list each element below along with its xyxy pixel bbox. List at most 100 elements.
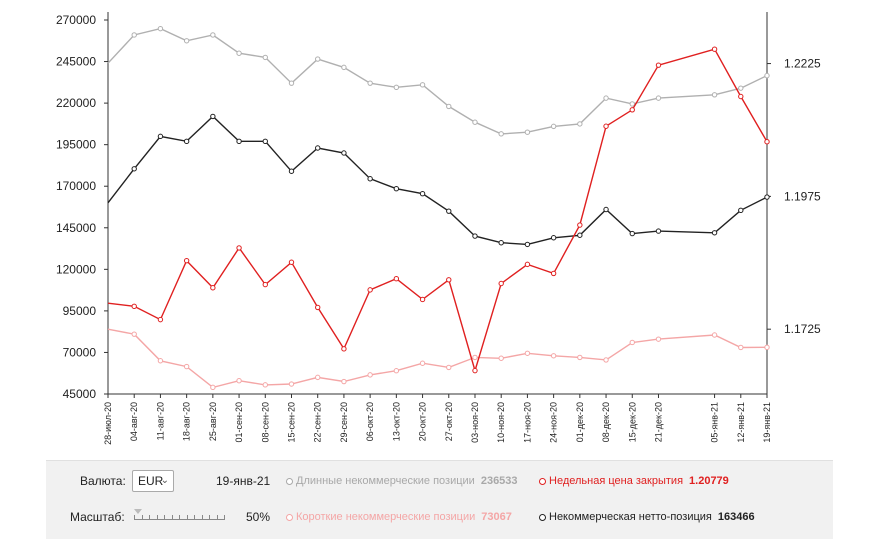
legend-net-marker-icon [539,513,546,521]
series-point [738,93,744,100]
series-point [131,303,137,310]
legend-short-marker-icon [286,513,293,521]
left-y-axis: 270000 245000 220000 195000 170000 145000 1200… [56,13,108,401]
currency-value: EUR [138,474,164,488]
series-point [419,191,426,197]
series-point [738,85,744,91]
left-y-tick-label: 270000 [56,13,96,27]
series-point [131,166,137,172]
series-point [341,150,347,156]
series-point [446,103,452,110]
right-y-tick-label: 1.1975 [784,189,821,203]
series-point [472,354,478,361]
scale-slider-tick [156,515,158,520]
series-point [262,281,268,288]
right-y-tick-label: 1.2225 [784,57,821,71]
right-y-tick-label: 1.1725 [784,322,821,336]
series-point [711,332,718,338]
series-point [183,363,190,370]
series-point [157,316,164,323]
series-point [210,285,216,291]
date-label: 19-янв-21 [216,474,271,488]
series-point [577,121,583,127]
series-point [629,101,635,107]
series-1 [107,113,770,248]
series-point [262,54,268,61]
series-point [711,230,718,236]
series-point [210,32,216,38]
legend-long-label: Длинные некоммерческие позиции [296,475,475,487]
series-point [183,38,190,44]
x-tick-label: 17-ноя-20 [522,402,532,443]
series-line [107,328,768,389]
legend-net-label: Некоммерческая нетто-позиция [549,511,712,523]
series-point [367,80,373,86]
legend-close-marker-icon [539,477,546,485]
series-point [236,378,242,384]
series-point [524,261,531,268]
series-point [341,378,347,385]
legend-long-marker-icon [286,477,293,485]
scale-slider-tick [164,515,165,520]
series-point [183,257,190,264]
right-y-axis: 1.2225 1.1975 1.1725 [767,57,821,336]
left-y-tick-label: 45000 [63,387,97,401]
series-point [341,64,347,71]
x-tick-label: 29-сен-20 [339,402,349,443]
left-y-tick-label: 195000 [56,138,96,152]
x-tick-label: 15-дек-20 [627,402,637,442]
scale-slider-tick [201,515,203,520]
series-point [183,138,190,145]
left-y-tick-label: 145000 [56,221,96,235]
left-y-tick-label: 245000 [56,55,96,69]
x-tick-label: 28-июл-20 [103,402,113,445]
series-point [498,280,504,287]
scale-slider-tick [224,515,225,520]
scale-slider-thumb[interactable] [134,509,142,514]
x-tick-label: 27-окт-20 [444,402,454,441]
scale-slider-tick [134,515,135,520]
series-point [472,367,478,374]
series-point [764,344,770,351]
series-point [288,168,295,174]
x-tick-label: 03-ноя-20 [470,402,480,443]
series-point [629,107,635,113]
series-point [603,357,609,363]
scale-slider-tick [141,515,143,520]
legend-long-value: 236533 [480,475,518,487]
x-tick-label: 21-дек-20 [653,402,663,442]
legend-short[interactable]: Короткие некоммерческие позиции 73067 [286,511,512,523]
series-3 [107,46,770,374]
x-tick-label: 24-ноя-20 [549,402,559,443]
left-y-tick-label: 170000 [56,179,96,193]
series-point [367,372,373,378]
series-point [764,139,770,145]
x-tick-label: 22-сен-20 [313,402,323,443]
series-point [629,339,635,346]
scale-slider-tick [186,515,188,520]
legend-long[interactable]: Длинные некоммерческие позиции 236533 [286,475,518,487]
x-tick-label: 06-окт-20 [365,402,375,441]
legend-net[interactable]: Некоммерческая нетто-позиция 163466 [539,511,755,523]
currency-select[interactable]: EUR ⌄ [132,470,174,492]
series-point [210,384,216,391]
x-tick-label: 05-янв-21 [710,402,720,443]
series-point [629,230,635,237]
series-point [764,194,770,200]
scale-slider[interactable] [134,509,225,523]
series-point [341,346,347,352]
series-point [393,186,400,192]
x-tick-label: 25-авг-20 [208,402,218,441]
series-point [419,360,426,366]
series-point [315,304,321,311]
series-point [603,95,609,101]
series-point [419,296,426,303]
legend-close[interactable]: Недельная цена закрытия 1.20779 [539,475,729,487]
scale-slider-tick [179,515,180,520]
series-0 [107,25,770,137]
legend-short-value: 73067 [481,511,512,523]
series-point [393,84,400,91]
x-tick-label: 20-окт-20 [418,402,428,441]
series-point [764,72,770,79]
scale-slider-tick [171,515,173,520]
